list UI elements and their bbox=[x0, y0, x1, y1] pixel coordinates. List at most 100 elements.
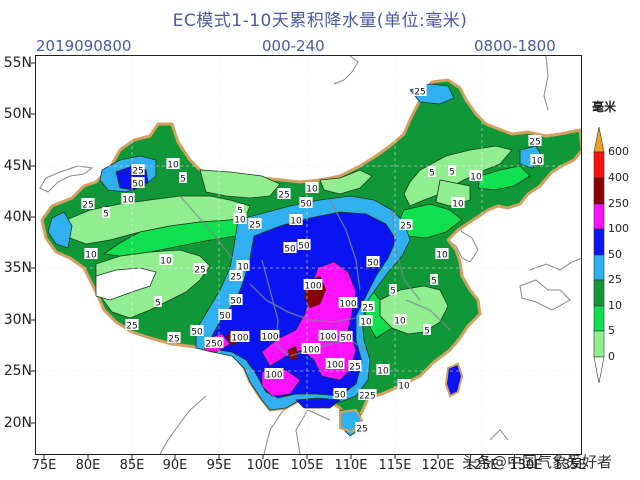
x-label-105e: 105E bbox=[290, 458, 324, 473]
contour-label: 50 bbox=[340, 334, 352, 344]
contour-label: 25 bbox=[132, 167, 143, 177]
contour-label: 5 bbox=[103, 210, 109, 220]
contour-label: 10 bbox=[160, 257, 172, 267]
contour-label: 10 bbox=[290, 217, 302, 227]
forecast-range: 000-240 bbox=[262, 37, 325, 55]
legend-colorbar bbox=[593, 126, 605, 384]
contour-label-bg bbox=[277, 188, 291, 199]
contour-label-bg bbox=[218, 309, 232, 320]
contour-label-bg bbox=[361, 301, 375, 312]
contour-label: 50 bbox=[284, 245, 296, 255]
contour-label: 100 bbox=[302, 346, 319, 356]
contour-label-bg bbox=[236, 204, 244, 215]
contour-label: 25 bbox=[230, 273, 241, 283]
contour-label: 25 bbox=[400, 222, 411, 232]
contour-label: 10 bbox=[85, 251, 97, 261]
contour-label-bg bbox=[451, 197, 465, 208]
contour-label: 10 bbox=[470, 173, 482, 183]
contour-label: 25 bbox=[364, 392, 375, 402]
y-label-35n: 35N bbox=[3, 260, 32, 276]
contour-label-bg bbox=[248, 218, 262, 229]
legend-label-5: 5 bbox=[608, 324, 615, 337]
contour-label: 100 bbox=[265, 371, 282, 381]
x-label-100e: 100E bbox=[246, 458, 280, 473]
contour-label-bg bbox=[338, 297, 358, 308]
contour-label-bg bbox=[428, 166, 436, 177]
contour-label-bg bbox=[303, 279, 323, 290]
contour-label: 10 bbox=[398, 382, 410, 392]
legend-label-50: 50 bbox=[608, 248, 622, 261]
y-label-40n: 40N bbox=[3, 209, 32, 225]
contour-label: 25 bbox=[126, 322, 137, 332]
contour-label: 10 bbox=[306, 185, 318, 195]
contour-label-bg bbox=[159, 254, 173, 265]
contour-label-bg bbox=[339, 331, 353, 342]
y-label-50n: 50N bbox=[3, 106, 32, 122]
contour-label: 10 bbox=[122, 196, 134, 206]
contour-label: 250 bbox=[205, 340, 222, 350]
contour-label-bg bbox=[289, 214, 303, 225]
contour-label-bg bbox=[131, 177, 145, 188]
contour-label-bg bbox=[125, 319, 139, 330]
contour-label: 5 bbox=[431, 277, 437, 287]
contour-label: 5 bbox=[155, 299, 161, 309]
chart-title: EC模式1-10天累积降水量(单位:毫米) bbox=[172, 11, 468, 31]
contour-label: 50 bbox=[191, 328, 203, 338]
contour-label: 10 bbox=[377, 367, 389, 377]
contour-label-bg bbox=[399, 219, 413, 230]
contour-label: 5 bbox=[390, 287, 396, 297]
contour-label-bg bbox=[389, 284, 397, 295]
contour-label: 5 bbox=[449, 168, 455, 178]
contour-label-bg bbox=[469, 170, 483, 181]
contour-label-bg bbox=[348, 360, 362, 371]
contour-label-bg bbox=[363, 389, 377, 400]
contour-label: 50 bbox=[300, 200, 312, 210]
contour-label: 10 bbox=[531, 157, 543, 167]
init-time: 2019090800 bbox=[36, 37, 132, 55]
contour-label: 50 bbox=[219, 312, 231, 322]
contour-label: 10 bbox=[452, 200, 464, 210]
contour-label-bg bbox=[166, 158, 180, 169]
x-label-85e: 85E bbox=[119, 458, 145, 473]
y-label-20n: 20N bbox=[3, 415, 32, 431]
contour-label-bg bbox=[301, 343, 321, 354]
contour-label-bg bbox=[131, 164, 145, 175]
y-label-55n: 55N bbox=[3, 55, 32, 71]
x-label-125e: 125E bbox=[465, 458, 499, 473]
contour-label-bg bbox=[230, 331, 250, 342]
contour-label: 50 bbox=[230, 297, 242, 307]
contour-label: 25 bbox=[278, 191, 289, 201]
contour-label-bg bbox=[204, 337, 224, 348]
contour-label: 5 bbox=[429, 169, 435, 179]
contour-label: 10 bbox=[436, 251, 448, 261]
contour-label-bg bbox=[359, 315, 373, 326]
contour-label-bg bbox=[366, 256, 380, 267]
contour-label-bg bbox=[413, 85, 427, 96]
contour-label-bg bbox=[397, 379, 411, 390]
contour-label-bg bbox=[376, 364, 390, 375]
contour-label: 25 bbox=[349, 363, 360, 373]
x-label-115e: 115E bbox=[378, 458, 412, 473]
contour-label: 25 bbox=[356, 425, 367, 435]
legend-label-10: 10 bbox=[608, 299, 622, 312]
contour-label-bg bbox=[121, 193, 135, 204]
contour-label: 25 bbox=[194, 266, 205, 276]
contour-label: 50 bbox=[132, 180, 144, 190]
time-window: 0800-1800 bbox=[474, 37, 556, 55]
legend-label-25: 25 bbox=[608, 273, 622, 286]
contour-label-bg bbox=[179, 172, 187, 183]
contour-label: 5 bbox=[237, 207, 243, 217]
legend-label-400: 400 bbox=[608, 171, 629, 184]
contour-label-bg bbox=[236, 260, 250, 271]
contour-label-bg bbox=[81, 198, 95, 209]
x-label-130e: 130E bbox=[509, 458, 543, 473]
legend-label-0: 0 bbox=[608, 350, 615, 363]
contour-label: 50 bbox=[298, 242, 310, 252]
contour-label-bg bbox=[299, 197, 313, 208]
contour-label: 50 bbox=[367, 259, 379, 269]
contour-label-bg bbox=[229, 294, 243, 305]
contour-label: 100 bbox=[339, 300, 356, 310]
contour-label: 10 bbox=[360, 318, 372, 328]
contour-label-bg bbox=[154, 296, 162, 307]
